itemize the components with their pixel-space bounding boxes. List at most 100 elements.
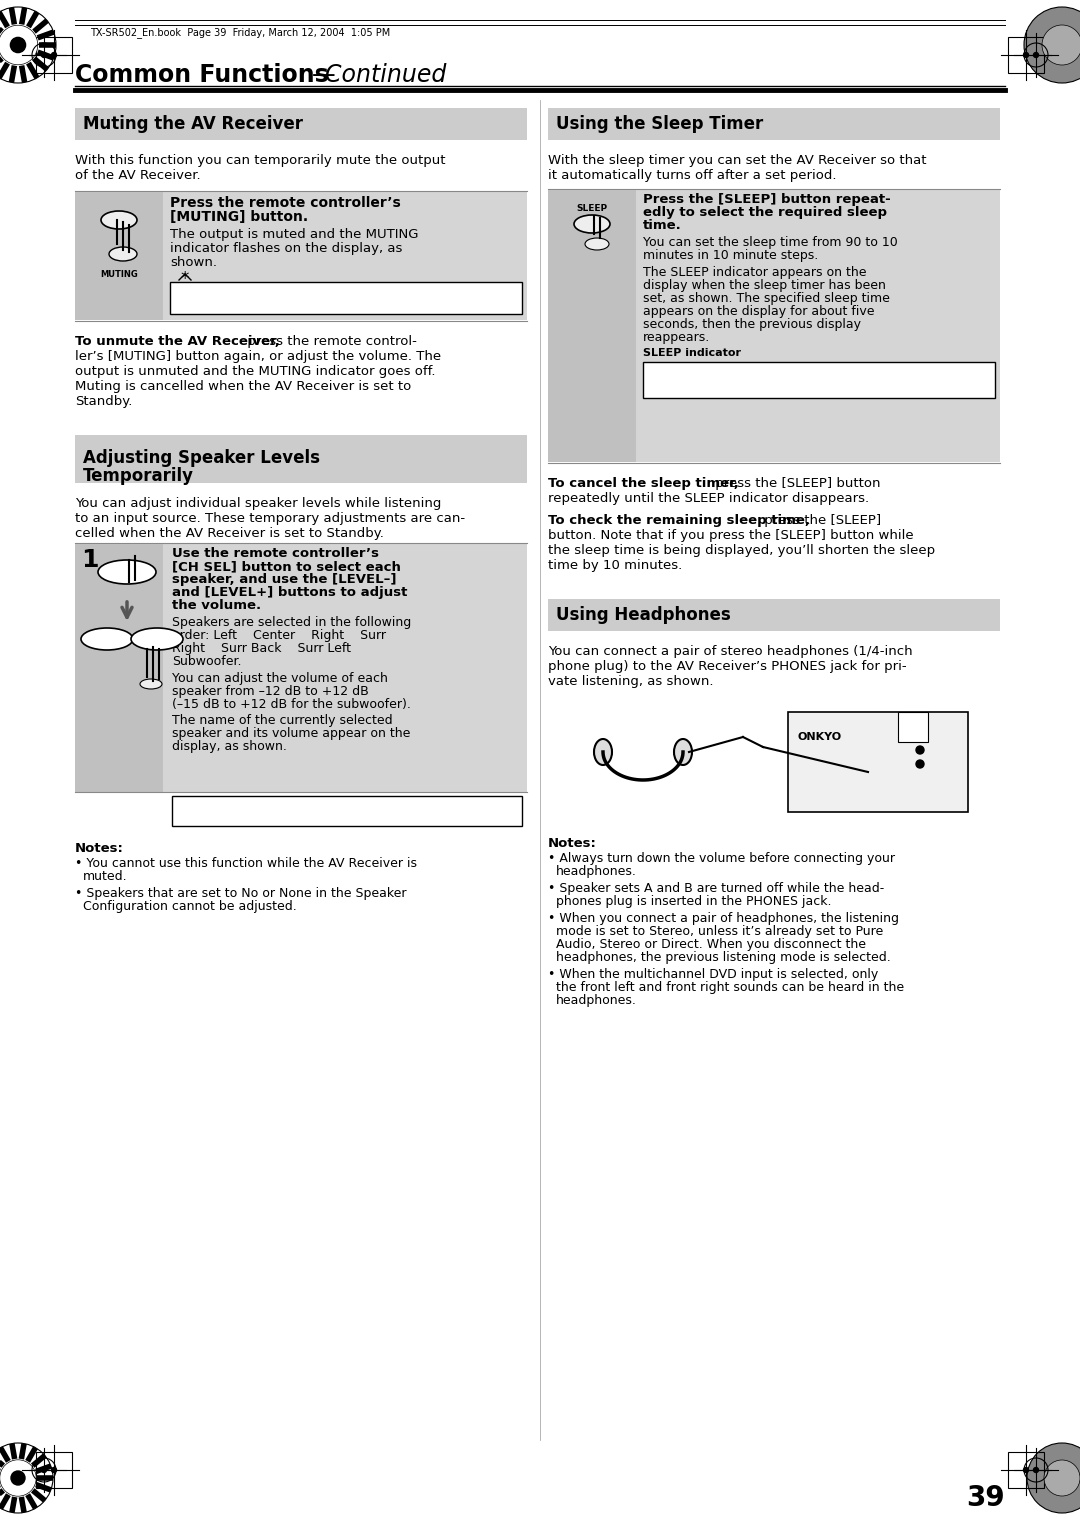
Text: Standby.: Standby.: [75, 396, 133, 408]
Text: edly to select the required sleep: edly to select the required sleep: [643, 206, 887, 219]
Ellipse shape: [131, 628, 183, 649]
Text: • Speaker sets A and B are turned off while the head-: • Speaker sets A and B are turned off wh…: [548, 882, 885, 895]
Text: Common Functions: Common Functions: [75, 63, 328, 87]
Bar: [548, 599, 1000, 631]
Circle shape: [11, 37, 26, 52]
Text: of the AV Receiver.: of the AV Receiver.: [75, 170, 201, 182]
Text: *: *: [180, 270, 189, 287]
Text: speaker from –12 dB to +12 dB: speaker from –12 dB to +12 dB: [172, 685, 368, 698]
Text: 39: 39: [967, 1484, 1005, 1513]
Text: MUTING: MUTING: [100, 270, 138, 280]
Text: SLEEP: SLEEP: [647, 367, 670, 374]
Text: Subwoofer.: Subwoofer.: [172, 656, 242, 668]
Ellipse shape: [594, 740, 612, 766]
Ellipse shape: [102, 211, 137, 229]
Text: To cancel the sleep timer,: To cancel the sleep timer,: [548, 477, 739, 490]
Text: vate listening, as shown.: vate listening, as shown.: [548, 675, 714, 688]
Circle shape: [41, 1467, 46, 1473]
Circle shape: [52, 1467, 56, 1473]
Text: repeatedly until the SLEEP indicator disappears.: repeatedly until the SLEEP indicator dis…: [548, 492, 869, 504]
Text: celled when the AV Receiver is set to Standby.: celled when the AV Receiver is set to St…: [75, 527, 383, 539]
Bar: [75, 193, 163, 319]
Text: headphones, the previous listening mode is selected.: headphones, the previous listening mode …: [556, 950, 891, 964]
Text: display, as shown.: display, as shown.: [172, 740, 287, 753]
Text: LEVEL+: LEVEL+: [136, 634, 178, 643]
Circle shape: [11, 1471, 25, 1485]
Text: With the sleep timer you can set the AV Receiver so that: With the sleep timer you can set the AV …: [548, 154, 927, 167]
Bar: [75, 544, 527, 792]
Circle shape: [52, 52, 56, 58]
Ellipse shape: [98, 559, 156, 584]
Text: minutes in 10 minute steps.: minutes in 10 minute steps.: [643, 249, 819, 261]
Circle shape: [1042, 24, 1080, 66]
Text: appears on the display for about five: appears on the display for about five: [643, 306, 875, 318]
Circle shape: [1024, 52, 1028, 58]
Text: the front left and front right sounds can be heard in the: the front left and front right sounds ca…: [556, 981, 904, 995]
Text: Using Headphones: Using Headphones: [556, 607, 731, 623]
Text: Continued: Continued: [325, 63, 446, 87]
Text: SLEEP: SLEEP: [577, 205, 608, 212]
Text: You can adjust the volume of each: You can adjust the volume of each: [172, 672, 388, 685]
Text: to an input source. These temporary adjustments are can-: to an input source. These temporary adju…: [75, 512, 465, 526]
Circle shape: [1034, 1467, 1039, 1473]
Text: CH SEL: CH SEL: [106, 567, 148, 578]
Ellipse shape: [674, 740, 692, 766]
Text: You can connect a pair of stereo headphones (1/4-inch: You can connect a pair of stereo headpho…: [548, 645, 913, 659]
Text: TX-SR502_En.book  Page 39  Friday, March 12, 2004  1:05 PM: TX-SR502_En.book Page 39 Friday, March 1…: [90, 28, 390, 38]
Text: Notes:: Notes:: [75, 842, 124, 856]
Text: Using the Sleep Timer: Using the Sleep Timer: [556, 115, 764, 133]
Bar: [788, 712, 968, 811]
Text: • Speakers that are set to No or None in the Speaker: • Speakers that are set to No or None in…: [75, 886, 406, 900]
Ellipse shape: [81, 628, 133, 649]
Text: and [LEVEL+] buttons to adjust: and [LEVEL+] buttons to adjust: [172, 587, 407, 599]
Text: You can set the sleep time from 90 to 10: You can set the sleep time from 90 to 10: [643, 235, 897, 249]
Text: Temporarily: Temporarily: [83, 468, 194, 484]
Text: To unmute the AV Receiver,: To unmute the AV Receiver,: [75, 335, 280, 348]
Ellipse shape: [585, 238, 609, 251]
Bar: [75, 544, 163, 792]
Circle shape: [916, 746, 924, 753]
Text: reappears.: reappears.: [643, 332, 711, 344]
Bar: [36, 1452, 72, 1488]
Text: • When you connect a pair of headphones, the listening: • When you connect a pair of headphones,…: [548, 912, 899, 924]
Text: phone plug) to the AV Receiver’s PHONES jack for pri-: phone plug) to the AV Receiver’s PHONES …: [548, 660, 906, 672]
Text: Right    Surr Back    Surr Left: Right Surr Back Surr Left: [172, 642, 351, 656]
Text: — MUTING —: — MUTING —: [178, 292, 237, 303]
Text: LEVEL–: LEVEL–: [87, 634, 126, 643]
Text: Notes:: Notes:: [548, 837, 597, 850]
Text: time.: time.: [643, 219, 681, 232]
Text: press the remote control-: press the remote control-: [243, 335, 417, 348]
Text: 1: 1: [81, 549, 98, 571]
Text: Adjusting Speaker Levels: Adjusting Speaker Levels: [83, 449, 320, 468]
Bar: [75, 193, 527, 319]
Text: the sleep time is being displayed, you’ll shorten the sleep: the sleep time is being displayed, you’l…: [548, 544, 935, 558]
Text: • You cannot use this function while the AV Receiver is: • You cannot use this function while the…: [75, 857, 417, 869]
Text: mode is set to Stereo, unless it’s already set to Pure: mode is set to Stereo, unless it’s alrea…: [556, 924, 883, 938]
Text: SLEEP indicator: SLEEP indicator: [643, 348, 741, 358]
Text: headphones.: headphones.: [556, 865, 637, 879]
Text: —: —: [312, 63, 336, 87]
Text: • When the multichannel DVD input is selected, only: • When the multichannel DVD input is sel…: [548, 969, 878, 981]
Ellipse shape: [140, 678, 162, 689]
Text: the volume.: the volume.: [172, 599, 261, 613]
Text: indicator flashes on the display, as: indicator flashes on the display, as: [170, 241, 403, 255]
Text: To check the remaining sleep time,: To check the remaining sleep time,: [548, 513, 810, 527]
Text: Audio, Stereo or Direct. When you disconnect the: Audio, Stereo or Direct. When you discon…: [556, 938, 866, 950]
Text: The SLEEP indicator appears on the: The SLEEP indicator appears on the: [643, 266, 866, 280]
Circle shape: [916, 759, 924, 769]
Bar: [75, 108, 527, 141]
Circle shape: [41, 52, 46, 58]
Text: Press the remote controller’s: Press the remote controller’s: [170, 196, 401, 209]
Text: (–15 dB to +12 dB for the subwoofer).: (–15 dB to +12 dB for the subwoofer).: [172, 698, 410, 711]
Text: Sleep 90 min: Sleep 90 min: [651, 371, 793, 390]
Circle shape: [1034, 52, 1039, 58]
Text: [CH SEL] button to select each: [CH SEL] button to select each: [172, 559, 401, 573]
Text: headphones.: headphones.: [556, 995, 637, 1007]
Circle shape: [1024, 1467, 1028, 1473]
Bar: [548, 108, 1000, 141]
Bar: [75, 435, 527, 483]
Text: display when the sleep timer has been: display when the sleep timer has been: [643, 280, 886, 292]
Text: Configuration cannot be adjusted.: Configuration cannot be adjusted.: [83, 900, 297, 914]
Text: press the [SLEEP] button: press the [SLEEP] button: [711, 477, 880, 490]
Text: ONKYO: ONKYO: [798, 732, 842, 743]
